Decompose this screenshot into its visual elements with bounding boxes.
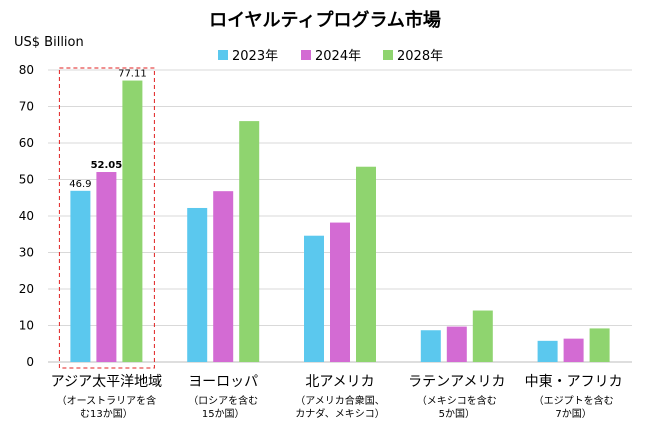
category-label: ヨーロッパ bbox=[188, 374, 258, 390]
y-tick-label: 10 bbox=[19, 319, 34, 333]
chart-title: ロイヤルティプログラム市場 bbox=[209, 9, 441, 31]
y-axis-unit-label: US$ Billion bbox=[14, 35, 84, 50]
category-label: ラテンアメリカ bbox=[408, 374, 505, 390]
legend: 2023年 2024年 2028年 bbox=[218, 49, 443, 64]
highlight-box bbox=[58, 67, 155, 369]
legend-label: 2024年 bbox=[315, 49, 361, 64]
bar-1-2 bbox=[330, 222, 350, 362]
bar-0-4 bbox=[537, 340, 558, 362]
data-label: 46.9 bbox=[69, 179, 91, 190]
legend-swatch bbox=[383, 50, 393, 60]
category-sublabel: （ロシアを含む bbox=[188, 394, 258, 407]
legend-label: 2023年 bbox=[232, 49, 278, 64]
category-label: 北アメリカ bbox=[305, 374, 374, 390]
category-label: アジア太平洋地域 bbox=[51, 374, 162, 390]
bar-0-3 bbox=[420, 330, 441, 362]
legend-label: 2028年 bbox=[397, 49, 443, 64]
bar-2-3 bbox=[472, 310, 493, 362]
category-sublabel: （オーストラリアを含 bbox=[57, 394, 157, 407]
data-label: 77.11 bbox=[118, 69, 147, 80]
category-sublabel: 7か国） bbox=[555, 408, 591, 420]
y-tick-label: 20 bbox=[19, 282, 34, 296]
y-tick-label: 40 bbox=[19, 209, 34, 223]
category-label: 中東・アフリカ bbox=[525, 374, 623, 390]
y-tick-label: 50 bbox=[19, 173, 34, 187]
bar-2-0 bbox=[122, 80, 143, 363]
category-sublabel: 15か国） bbox=[202, 408, 245, 420]
y-tick-label: 0 bbox=[26, 355, 34, 369]
bar-2-4 bbox=[589, 328, 610, 362]
bar-1-4 bbox=[563, 338, 584, 362]
category-sublabel: （アメリカ合衆国、 bbox=[295, 394, 385, 407]
bar-2-1 bbox=[239, 121, 260, 362]
bars bbox=[70, 80, 610, 363]
data-labels: 46.952.05 77.11 bbox=[69, 69, 146, 190]
y-tick-label: 30 bbox=[19, 246, 34, 260]
y-tick-label: 80 bbox=[19, 63, 34, 77]
y-axis-ticks: 0 10 20 30 40 50 60 70 80 bbox=[19, 63, 34, 369]
gridlines bbox=[48, 69, 632, 363]
category-sublabel: （エジプトを含む bbox=[534, 394, 614, 407]
bar-1-0 bbox=[96, 172, 117, 362]
data-label: 52.05 bbox=[91, 160, 123, 171]
category-sublabel: （メキシコを含む bbox=[417, 394, 497, 407]
bar-2-2 bbox=[356, 166, 376, 362]
y-tick-label: 70 bbox=[19, 100, 34, 114]
category-sublabel: カナダ、メキシコ） bbox=[295, 407, 385, 420]
category-sublabel: 5か国） bbox=[439, 408, 475, 420]
bar-0-1 bbox=[187, 207, 208, 362]
bar-0-2 bbox=[304, 235, 324, 362]
legend-swatch bbox=[301, 50, 311, 60]
y-tick-label: 60 bbox=[19, 136, 34, 150]
bar-0-0 bbox=[70, 190, 91, 362]
bar-1-3 bbox=[446, 326, 467, 362]
highlight-dashed-box bbox=[58, 67, 155, 369]
category-sublabel: む13か国） bbox=[80, 408, 133, 420]
bar-1-1 bbox=[213, 191, 234, 362]
legend-swatch bbox=[218, 50, 228, 60]
